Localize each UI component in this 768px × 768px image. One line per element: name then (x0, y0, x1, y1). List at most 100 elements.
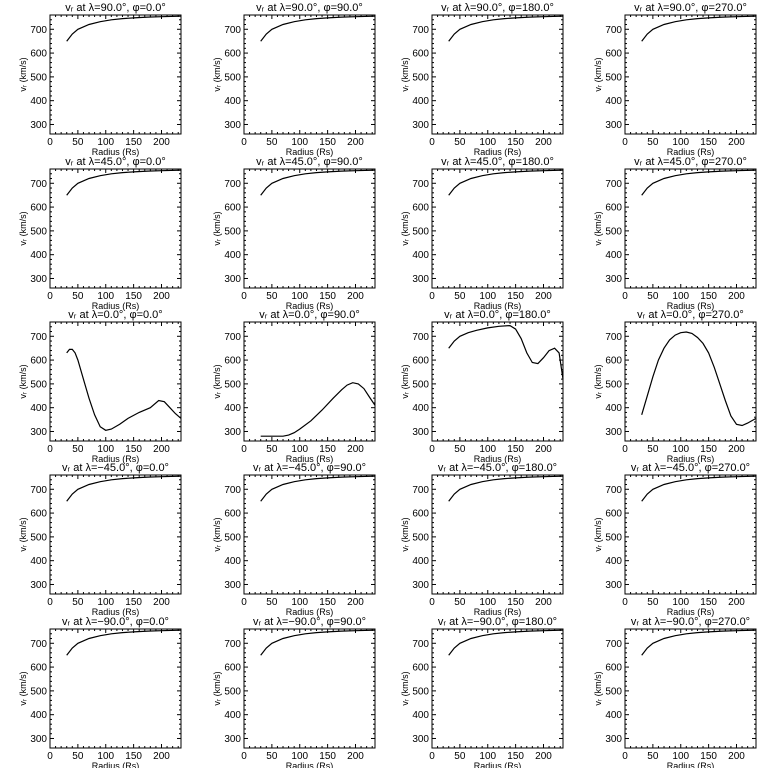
y-tick-label: 300 (224, 427, 241, 438)
x-tick-label: 50 (647, 444, 659, 455)
y-tick-label: 500 (224, 532, 241, 543)
chart-title: vᵣ at λ=90.0°, φ=180.0° (441, 2, 554, 14)
chart-panel: vᵣ at λ=−90.0°, φ=0.0° 0 50 100 150 200 300 400… (18, 616, 182, 768)
x-axis-label: Radius (Rs) (474, 761, 522, 768)
x-tick-label: 0 (622, 444, 628, 455)
y-tick-label: 700 (30, 25, 47, 36)
x-tick-label: 0 (47, 444, 53, 455)
series-line (448, 324, 564, 380)
y-tick-label: 300 (224, 580, 241, 591)
series-line (66, 348, 182, 431)
y-axis-label: vᵣ (km/s) (212, 517, 222, 551)
chart-panel: vᵣ at λ=−90.0°, φ=90.0° 0 50 100 150 200 300 40… (212, 616, 376, 768)
y-tick-label: 300 (30, 580, 47, 591)
x-tick-label: 100 (479, 597, 496, 608)
y-tick-label: 500 (30, 686, 47, 697)
x-tick-label: 200 (535, 291, 552, 302)
y-tick-label: 500 (605, 379, 622, 390)
y-axis-label: vᵣ (km/s) (212, 671, 222, 705)
y-tick-label: 300 (412, 120, 429, 131)
x-tick-label: 200 (347, 751, 364, 762)
y-tick-label: 700 (30, 179, 47, 190)
x-tick-label: 100 (291, 137, 308, 148)
y-tick-label: 700 (30, 639, 47, 650)
y-axis-label: vᵣ (km/s) (593, 671, 603, 705)
y-tick-label: 400 (605, 556, 622, 567)
y-tick-label: 300 (224, 734, 241, 745)
series-line (260, 629, 376, 656)
x-tick-label: 0 (241, 291, 247, 302)
x-tick-label: 100 (672, 137, 689, 148)
x-tick-label: 200 (728, 137, 745, 148)
series-line (641, 169, 757, 196)
chart-panel: vᵣ at λ=90.0°, φ=0.0° 0 50 100 150 200 300 400 5… (18, 2, 182, 157)
chart-title: vᵣ at λ=−90.0°, φ=270.0° (631, 616, 750, 628)
x-tick-label: 50 (647, 137, 659, 148)
x-tick-label: 50 (72, 597, 84, 608)
x-axis-label: Radius (Rs) (667, 147, 715, 157)
y-tick-label: 700 (412, 485, 429, 496)
chart-panel: vᵣ at λ=−45.0°, φ=180.0° 0 50 100 150 200 300 4… (400, 462, 564, 617)
x-tick-label: 50 (72, 137, 84, 148)
y-tick-label: 400 (30, 96, 47, 107)
chart-panel: vᵣ at λ=45.0°, φ=90.0° 0 50 100 150 200 300 400… (212, 156, 376, 311)
chart-panel: vᵣ at λ=0.0°, φ=90.0° 0 50 100 150 200 300 400 5… (212, 309, 376, 464)
y-axis-label: vᵣ (km/s) (18, 364, 28, 398)
x-tick-label: 200 (153, 597, 170, 608)
y-tick-label: 300 (605, 274, 622, 285)
x-tick-label: 150 (319, 751, 336, 762)
y-tick-label: 700 (412, 25, 429, 36)
x-axis-label: Radius (Rs) (474, 147, 522, 157)
x-tick-label: 200 (153, 291, 170, 302)
y-tick-label: 700 (605, 485, 622, 496)
x-tick-label: 200 (728, 597, 745, 608)
x-tick-label: 100 (97, 137, 114, 148)
x-axis-label: Radius (Rs) (667, 607, 715, 617)
y-tick-label: 500 (412, 532, 429, 543)
chart-title: vᵣ at λ=−45.0°, φ=270.0° (631, 462, 750, 474)
plot-frame (624, 628, 757, 749)
chart-title: vᵣ at λ=45.0°, φ=90.0° (256, 156, 363, 168)
x-tick-label: 150 (700, 597, 717, 608)
x-axis-label: Radius (Rs) (92, 147, 140, 157)
chart-panel: vᵣ at λ=45.0°, φ=270.0° 0 50 100 150 200 300 40… (593, 156, 757, 311)
y-tick-label: 600 (605, 49, 622, 60)
series-line (641, 15, 757, 42)
y-tick-label: 600 (224, 663, 241, 674)
y-tick-label: 300 (412, 580, 429, 591)
chart-title: vᵣ at λ=90.0°, φ=0.0° (65, 2, 166, 14)
y-tick-label: 600 (605, 356, 622, 367)
chart-title: vᵣ at λ=0.0°, φ=270.0° (637, 309, 744, 321)
x-tick-label: 150 (700, 291, 717, 302)
y-axis-label: vᵣ (km/s) (212, 57, 222, 91)
series-line (66, 15, 182, 42)
series-line (448, 629, 564, 656)
chart-panel: vᵣ at λ=90.0°, φ=270.0° 0 50 100 150 200 300 40… (593, 2, 757, 157)
y-tick-label: 500 (30, 226, 47, 237)
chart-panel: vᵣ at λ=90.0°, φ=180.0° 0 50 100 150 200 300 40… (400, 2, 564, 157)
x-tick-label: 0 (622, 291, 628, 302)
y-tick-label: 600 (30, 203, 47, 214)
y-tick-label: 600 (224, 203, 241, 214)
y-tick-label: 300 (30, 120, 47, 131)
y-tick-label: 600 (412, 663, 429, 674)
x-tick-label: 50 (266, 597, 278, 608)
x-tick-label: 50 (266, 291, 278, 302)
y-axis-label: vᵣ (km/s) (593, 517, 603, 551)
x-tick-label: 200 (347, 291, 364, 302)
series-line (448, 15, 564, 42)
x-tick-label: 100 (291, 751, 308, 762)
plot-frame (49, 168, 182, 289)
x-tick-label: 200 (535, 444, 552, 455)
chart-panel: vᵣ at λ=−45.0°, φ=270.0° 0 50 100 150 200 300 4… (593, 462, 757, 617)
x-axis-label: Radius (Rs) (286, 301, 334, 311)
x-axis-label: Radius (Rs) (286, 761, 334, 768)
y-tick-label: 700 (224, 179, 241, 190)
y-tick-label: 500 (224, 226, 241, 237)
x-tick-label: 50 (454, 291, 466, 302)
y-tick-label: 400 (412, 556, 429, 567)
y-tick-label: 600 (605, 663, 622, 674)
plot-frame (624, 14, 757, 135)
y-tick-label: 300 (30, 274, 47, 285)
y-tick-label: 300 (30, 427, 47, 438)
